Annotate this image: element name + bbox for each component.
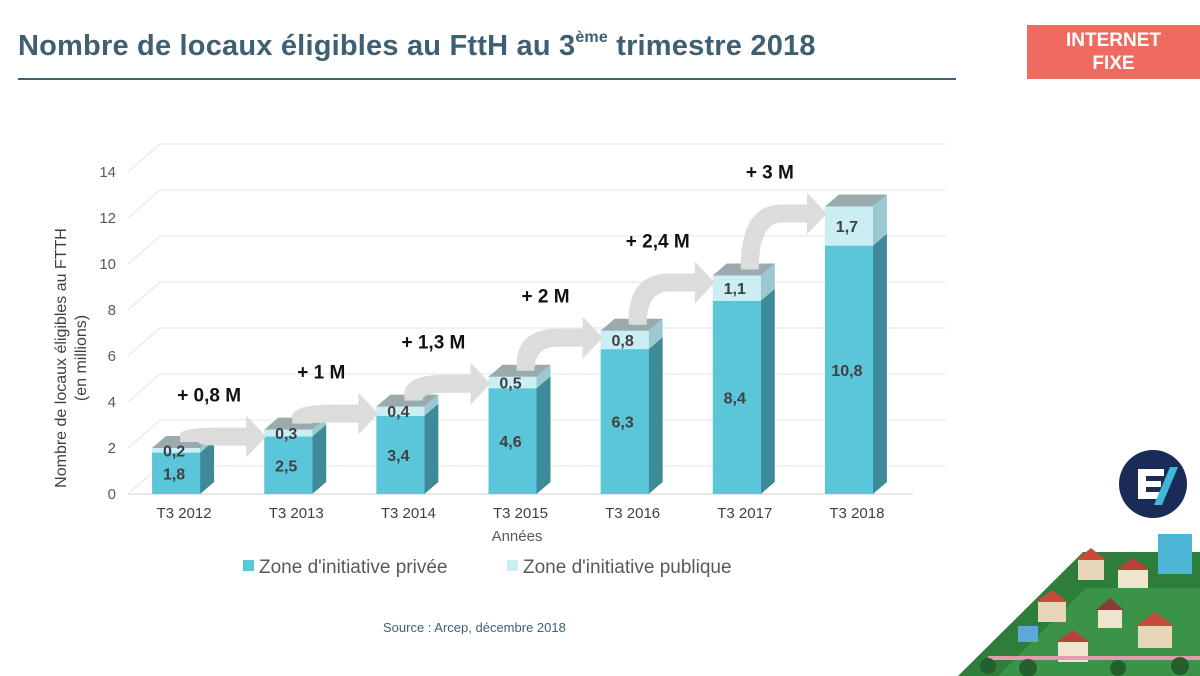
bar-side-private (312, 424, 327, 494)
bar-value-public: 0,2 (163, 443, 185, 460)
growth-annotation: + 1,3 M (401, 333, 465, 354)
page-title: Nombre de locaux éligibles au FttH au 3è… (18, 29, 816, 63)
bar-private (712, 300, 761, 494)
y-tick-label: 14 (99, 164, 116, 181)
bar-side-private (872, 233, 887, 494)
bar-private (600, 349, 649, 494)
section-badge: INTERNET FIXE (1027, 25, 1200, 79)
x-tick-label: T3 2018 (829, 505, 884, 522)
title-underline (18, 78, 956, 80)
town-illustration-icon (958, 534, 1200, 676)
growth-annotation: + 0,8 M (177, 386, 241, 407)
y-tick-label: 0 (108, 486, 116, 503)
title-end: trimestre 2018 (607, 30, 816, 62)
y-tick-label: 12 (99, 210, 116, 227)
bar-private (824, 245, 873, 494)
bar-private (264, 436, 313, 494)
bar-side-private (536, 376, 551, 494)
source-note: Source : Arcep, décembre 2018 (383, 620, 566, 635)
bar-value-public: 1,7 (836, 219, 858, 236)
bar-value-public: 1,1 (724, 281, 746, 298)
growth-annotation: + 2 M (522, 287, 570, 308)
bar-side-private (424, 403, 439, 494)
bar-side-private (200, 440, 215, 494)
bar-value-private: 6,3 (612, 415, 634, 432)
bar-public (376, 406, 425, 416)
gridline-depth (127, 235, 161, 265)
bar-value-public: 0,4 (387, 404, 409, 421)
growth-arrow (292, 392, 379, 435)
y-tick-label: 4 (108, 394, 116, 411)
bar-side-public (872, 194, 887, 246)
y-tick-label: 8 (108, 302, 116, 319)
title-superscript: ème (575, 29, 608, 47)
x-tick-label: T3 2015 (493, 505, 548, 522)
gridline-depth (127, 327, 161, 357)
bar-side-public (648, 318, 663, 350)
growth-arrow (404, 362, 491, 405)
badge-line-2: FIXE (1092, 53, 1135, 74)
title-main: Nombre de locaux éligibles au FttH au 3 (18, 30, 576, 62)
bar-value-private: 4,6 (499, 434, 521, 451)
bar-side-private (648, 337, 663, 494)
x-tick-label: T3 2016 (605, 505, 660, 522)
bar-side-public (760, 263, 775, 301)
bar-private (488, 388, 537, 494)
legend-swatch-public (507, 560, 518, 571)
y-tick-label: 2 (108, 440, 116, 457)
bar-private (152, 452, 201, 494)
bar-value-private: 2,5 (275, 458, 297, 475)
bar-value-public: 0,5 (499, 375, 521, 392)
gridline-depth (127, 143, 161, 173)
bar-value-private: 3,4 (387, 448, 409, 465)
bar-value-public: 0,3 (275, 426, 297, 443)
bar-value-public: 0,8 (612, 333, 634, 350)
bar-public (488, 376, 537, 389)
y-axis-title: Nombre de locaux éligibles au FTTH (53, 228, 70, 488)
operator-logo-icon (1119, 450, 1187, 518)
bar-value-private: 10,8 (831, 363, 862, 380)
growth-arrow (516, 316, 603, 371)
bar-public (824, 206, 873, 246)
growth-arrow (628, 261, 715, 325)
bar-public (712, 275, 761, 301)
gridline-depth (127, 373, 161, 403)
growth-annotation: + 1 M (297, 363, 345, 384)
bar-side-private (760, 288, 775, 494)
bar-public (600, 330, 649, 350)
y-tick-label: 6 (108, 348, 116, 365)
bar-side-public (424, 394, 439, 416)
x-axis-title: Années (492, 528, 543, 545)
bar-public (152, 448, 201, 453)
badge-line-1: INTERNET (1066, 30, 1161, 51)
bar-side-public (536, 364, 551, 389)
gridline-depth (127, 419, 161, 449)
gridline-depth (127, 189, 161, 219)
growth-arrow (180, 415, 267, 458)
growth-arrow (740, 192, 827, 270)
bar-private (376, 415, 425, 494)
x-tick-label: T3 2014 (381, 505, 436, 522)
bar-value-private: 1,8 (163, 466, 185, 483)
y-tick-label: 10 (99, 256, 116, 273)
growth-annotation: + 3 M (746, 163, 794, 184)
bar-value-private: 8,4 (724, 390, 746, 407)
legend-swatch-private (243, 560, 254, 571)
gridline-depth (127, 281, 161, 311)
growth-annotation: + 2,4 M (626, 232, 690, 253)
bar-top (824, 194, 887, 207)
x-tick-label: T3 2017 (717, 505, 772, 522)
legend-label-public: Zone d'initiative publique (523, 557, 732, 578)
y-axis-unit: (en millions) (73, 315, 90, 401)
legend-label-private: Zone d'initiative privée (259, 557, 447, 578)
x-tick-label: T3 2013 (269, 505, 324, 522)
x-tick-label: T3 2012 (157, 505, 212, 522)
bar-public (264, 429, 313, 437)
